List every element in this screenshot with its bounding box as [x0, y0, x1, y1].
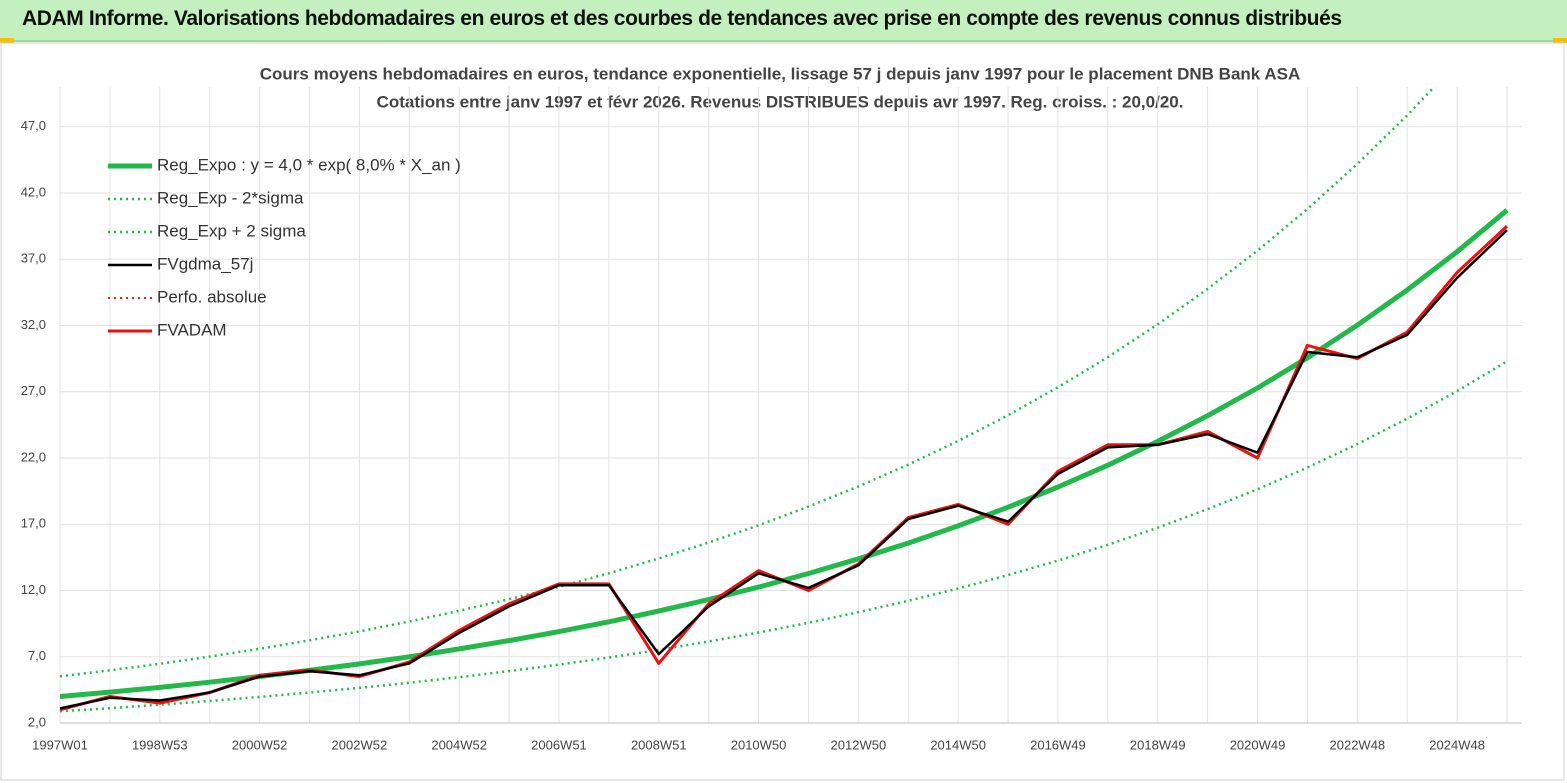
chart-frame [0, 42, 1565, 781]
chart-subtitle: Cotations entre janv 1997 et févr 2026. … [377, 92, 1184, 111]
legend-label: Reg_Exp + 2 sigma [157, 221, 306, 240]
x-tick-label: 1998W53 [132, 737, 188, 752]
x-tick-label: 1997W01 [32, 737, 88, 752]
y-tick-label: 22,0 [21, 449, 46, 464]
x-tick-label: 2002W52 [332, 737, 388, 752]
y-tick-label: 2,0 [28, 714, 46, 729]
x-tick-label: 2000W52 [232, 737, 288, 752]
legend-label: Perfo. absolue [157, 287, 267, 306]
x-tick-label: 2004W52 [431, 737, 487, 752]
y-tick-label: 7,0 [28, 648, 46, 663]
x-tick-label: 2014W50 [930, 737, 986, 752]
corner-mark [0, 38, 14, 43]
y-tick-label: 32,0 [21, 317, 46, 332]
x-tick-label: 2006W51 [531, 737, 587, 752]
series-line [60, 229, 1508, 710]
plot-area [60, 87, 1509, 713]
x-tick-label: 2020W49 [1230, 737, 1286, 752]
header-bar: ADAM Informe. Valorisations hebdomadaire… [0, 0, 1567, 42]
y-tick-label: 27,0 [21, 383, 46, 398]
y-tick-label: 17,0 [21, 516, 46, 531]
x-tick-label: 2010W50 [731, 737, 787, 752]
y-tick-label: 37,0 [21, 251, 46, 266]
corner-mark [1553, 38, 1567, 43]
legend-label: Reg_Exp - 2*sigma [157, 188, 304, 207]
header-title: ADAM Informe. Valorisations hebdomadaire… [22, 7, 1342, 30]
x-tick-label: 2008W51 [631, 737, 687, 752]
y-tick-label: 47,0 [21, 118, 46, 133]
y-tick-label: 12,0 [21, 582, 46, 597]
x-tick-label: 2022W48 [1330, 737, 1386, 752]
series-line [60, 360, 1508, 713]
y-tick-label: 42,0 [21, 184, 46, 199]
chart: Cours moyens hebdomadaires en euros, ten… [0, 42, 1565, 781]
x-tick-label: 2016W49 [1030, 737, 1086, 752]
legend-label: FVADAM [157, 320, 227, 339]
legend-label: FVgdma_57j [157, 254, 253, 273]
legend-label: Reg_Expo : y = 4,0 * exp( 8,0% * X_an ) [157, 155, 461, 174]
x-tick-label: 2012W50 [831, 737, 887, 752]
chart-title: Cours moyens hebdomadaires en euros, ten… [260, 64, 1300, 83]
x-tick-label: 2024W48 [1429, 737, 1485, 752]
x-tick-label: 2018W49 [1130, 737, 1186, 752]
